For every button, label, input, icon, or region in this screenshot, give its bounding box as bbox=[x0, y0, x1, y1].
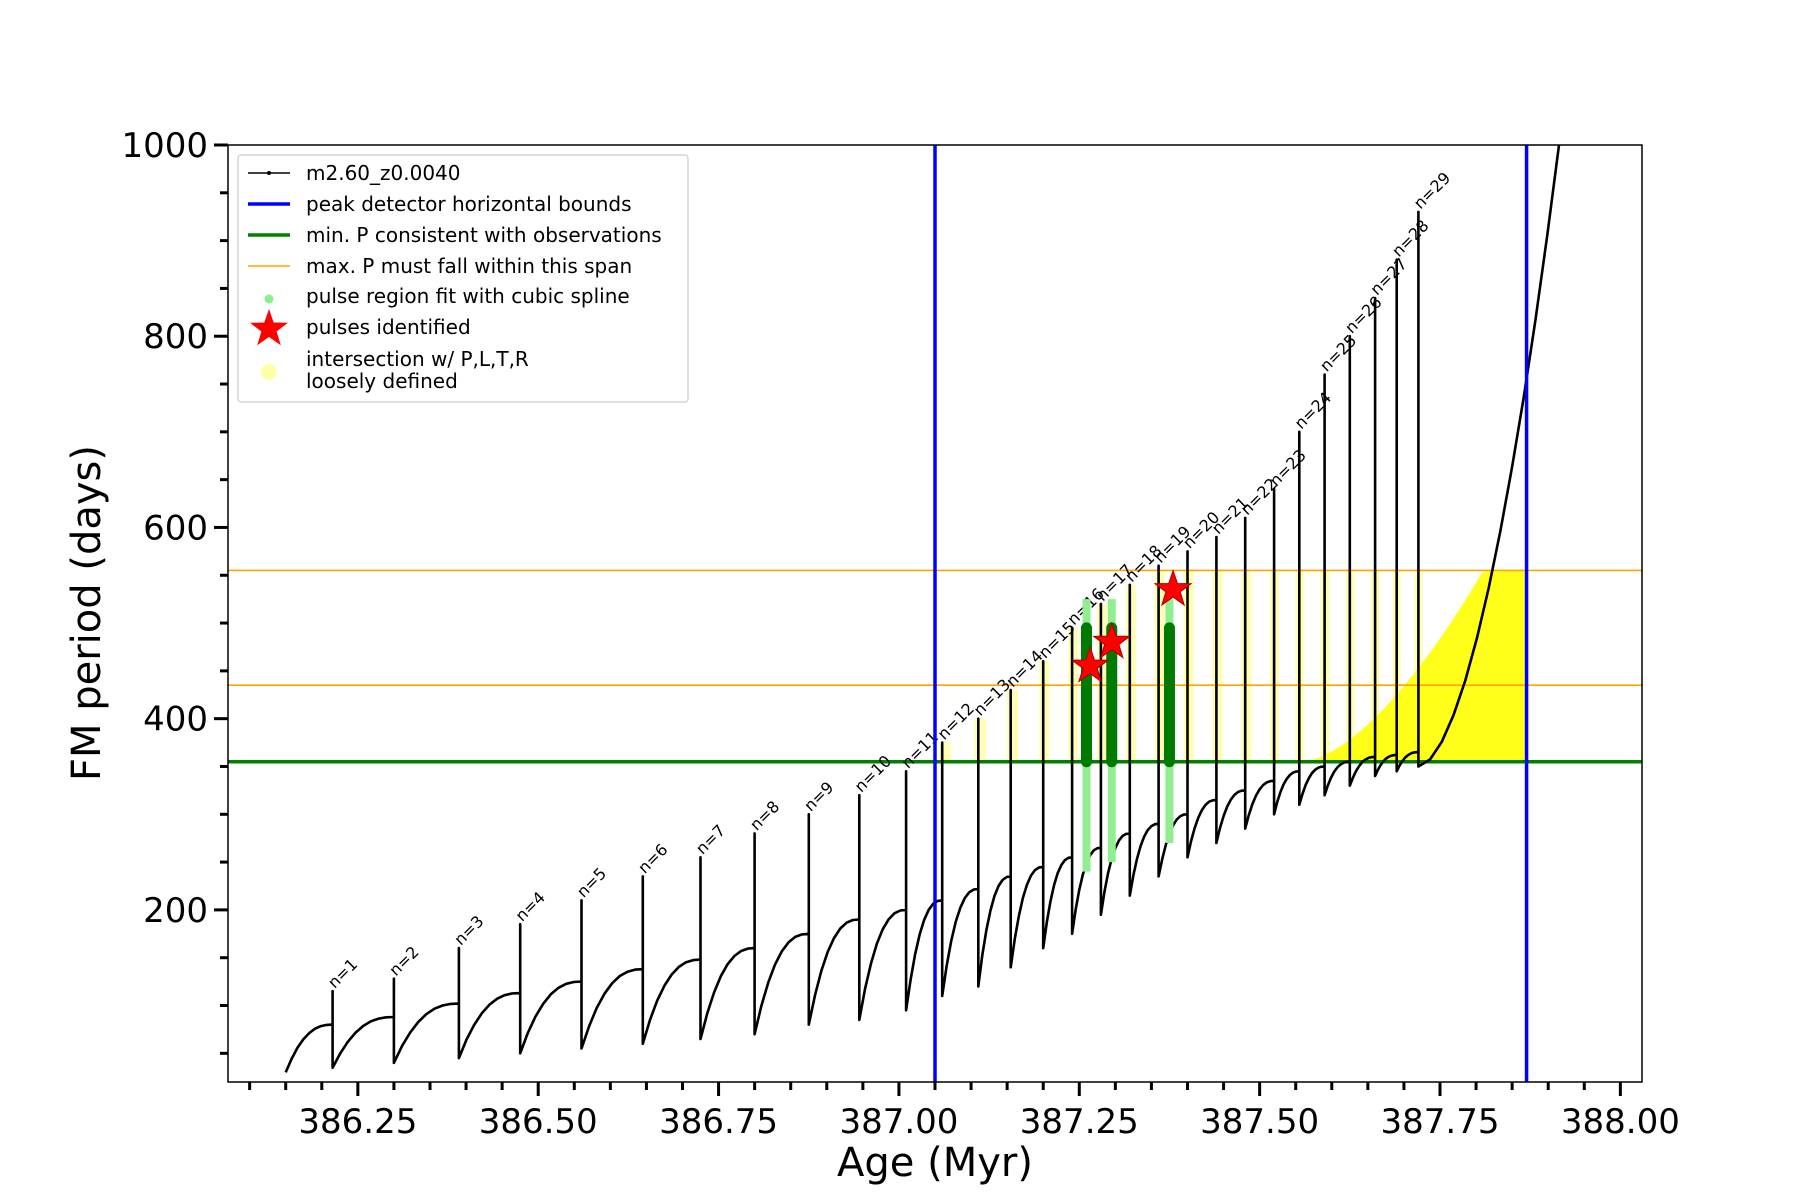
x-tick-label: 387.75 bbox=[1381, 1102, 1500, 1142]
legend-label: peak detector horizontal bounds bbox=[306, 192, 632, 216]
legend-label: loosely defined bbox=[306, 369, 458, 393]
legend-box bbox=[237, 154, 689, 403]
pulse-label: n=2 bbox=[385, 942, 422, 979]
intersection-region bbox=[938, 742, 951, 762]
model-track bbox=[284, 145, 1561, 1073]
pulse-label: n=5 bbox=[573, 864, 610, 901]
x-tick-label: 387.25 bbox=[1020, 1102, 1139, 1142]
legend-label: min. P consistent with observations bbox=[306, 223, 662, 247]
y-tick-label: 800 bbox=[143, 317, 208, 357]
axes: 386.25 386.50 386.75 387.00 387.25 387.50 387.… bbox=[121, 126, 1679, 1142]
pulse-star bbox=[1092, 621, 1132, 659]
pulse-label: n=8 bbox=[746, 797, 783, 834]
legend-label: m2.60_z0.0040 bbox=[306, 161, 461, 185]
intersection-fan bbox=[1302, 570, 1527, 762]
legend-label: pulse region fit with cubic spline bbox=[306, 284, 630, 308]
legend-swatch-star bbox=[250, 309, 288, 346]
pulse-star bbox=[1153, 569, 1193, 607]
pulse-label: n=27 bbox=[1366, 254, 1410, 298]
pulse-label: n=23 bbox=[1265, 446, 1309, 490]
x-tick-label: 386.25 bbox=[298, 1102, 417, 1142]
pulse-label: n=9 bbox=[800, 778, 837, 815]
legend-label: intersection w/ P,L,T,R bbox=[306, 347, 529, 371]
intersection-region bbox=[974, 718, 986, 762]
y-tick-label: 400 bbox=[143, 700, 208, 740]
y-tick-label: 600 bbox=[143, 508, 208, 548]
y-tick-label: 200 bbox=[143, 891, 208, 931]
legend-swatch-circle bbox=[261, 364, 277, 380]
intersection-region bbox=[1006, 689, 1019, 762]
y-axis-title: FM period (days) bbox=[64, 445, 110, 781]
x-axis-title: Age (Myr) bbox=[837, 1140, 1033, 1186]
x-tick-label: 388.00 bbox=[1561, 1102, 1680, 1142]
x-tick-label: 386.75 bbox=[659, 1102, 778, 1142]
y-tick-label: 1000 bbox=[121, 126, 208, 166]
legend-swatch-dot bbox=[267, 171, 271, 175]
legend-swatch-dot bbox=[264, 294, 274, 304]
legend-label: pulses identified bbox=[306, 315, 471, 339]
x-tick-label: 386.50 bbox=[479, 1102, 598, 1142]
x-tick-label: 387.50 bbox=[1200, 1102, 1319, 1142]
pulse-label: n=10 bbox=[851, 752, 895, 796]
pulse-label: n=3 bbox=[450, 912, 487, 949]
pulse-label: n=24 bbox=[1291, 388, 1335, 432]
pulse-star bbox=[1070, 645, 1110, 683]
pulse-label: n=29 bbox=[1410, 168, 1454, 212]
pulse-label: n=28 bbox=[1388, 216, 1432, 260]
pulse-label: n=4 bbox=[512, 888, 549, 925]
pulse-label: n=1 bbox=[324, 955, 361, 992]
x-tick-label: 387.00 bbox=[839, 1102, 958, 1142]
legend-label: max. P must fall within this span bbox=[306, 254, 632, 278]
pulse-label: n=7 bbox=[692, 821, 729, 858]
pulse-label: n=6 bbox=[634, 840, 671, 877]
